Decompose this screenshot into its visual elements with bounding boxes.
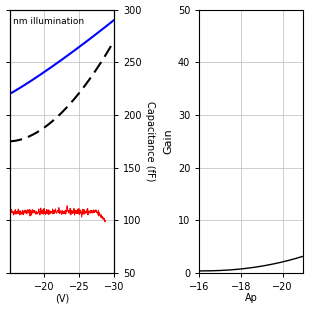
X-axis label: (V): (V) <box>55 294 69 303</box>
Y-axis label: Capacitance (fF): Capacitance (fF) <box>146 101 155 181</box>
X-axis label: Ap: Ap <box>245 294 258 303</box>
Y-axis label: Gain: Gain <box>164 129 174 154</box>
Text: nm illumination: nm illumination <box>13 18 84 27</box>
